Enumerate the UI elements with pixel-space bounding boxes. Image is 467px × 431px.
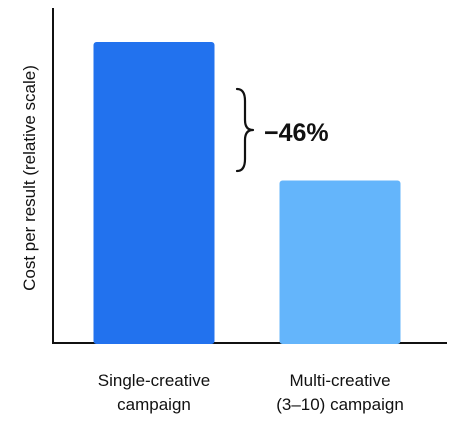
category-labels: Single-creative campaign Multi-creative (3–…: [98, 371, 404, 414]
category-label-1-line-1: Single-creative: [98, 371, 210, 390]
bar-1: [93, 42, 215, 345]
brace-icon: [235, 87, 255, 173]
bars: [93, 42, 401, 345]
difference-annotation: −46%: [235, 87, 329, 173]
bar-2: [279, 180, 401, 344]
category-label-2-line-1: Multi-creative: [289, 371, 390, 390]
y-axis-label: Cost per result (relative scale): [20, 65, 39, 291]
category-label-2-line-2: (3–10) campaign: [276, 395, 404, 414]
category-label-1-line-2: campaign: [117, 395, 191, 414]
difference-label: −46%: [264, 119, 329, 147]
